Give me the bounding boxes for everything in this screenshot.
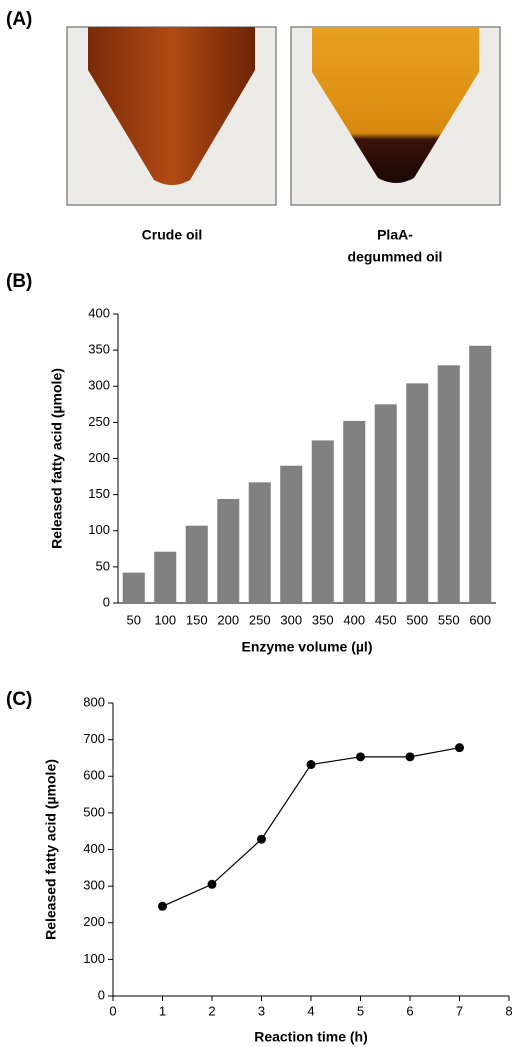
bar [280,465,303,603]
x-tick-label: 3 [258,1003,265,1018]
bar [185,525,208,603]
y-tick-label: 350 [88,342,110,357]
panel-label: (C) [6,689,32,710]
y-tick-label: 400 [83,841,105,856]
point [306,760,316,770]
bar [311,440,334,603]
x-tick-label: 5 [357,1003,364,1018]
x-tick-label: 450 [375,612,397,627]
y-tick-label: 300 [83,878,105,893]
x-tick-label: 550 [438,612,460,627]
x-tick-label: 400 [343,612,365,627]
x-axis-title: Reaction time (h) [254,1029,368,1045]
caption: PlaA- [377,227,413,243]
x-tick-label: 350 [312,612,334,627]
x-tick-label: 0 [109,1003,116,1018]
y-tick-label: 500 [83,804,105,819]
x-tick-label: 500 [406,612,428,627]
caption: degummed oil [348,249,443,265]
bar [122,572,145,603]
x-tick-label: 7 [456,1003,463,1018]
y-axis-title: Released fatty acid (µmole) [43,759,59,940]
line [162,747,460,907]
x-tick-label: 1 [159,1003,166,1018]
point [257,834,266,844]
y-tick-label: 600 [83,768,105,783]
tube-crude [88,27,255,185]
point [455,743,464,753]
panel-label: (A) [6,9,32,30]
x-tick-label: 100 [154,612,176,627]
y-tick-label: 400 [88,305,110,320]
y-tick-label: 200 [83,914,105,929]
point [356,752,365,762]
point [405,752,415,762]
y-tick-label: 250 [88,414,110,429]
y-tick-label: 0 [98,987,105,1002]
y-tick-label: 50 [96,558,110,573]
bar [406,383,429,603]
x-tick-label: 200 [217,612,239,627]
x-tick-label: 6 [406,1003,413,1018]
x-tick-label: 150 [186,612,208,627]
x-tick-label: 8 [505,1003,512,1018]
y-tick-label: 300 [88,378,110,393]
bar [217,498,240,603]
y-tick-label: 150 [88,486,110,501]
y-tick-label: 700 [83,731,105,746]
x-tick-label: 300 [280,612,302,627]
x-axis-title: Enzyme volume (µl) [242,639,373,655]
x-tick-label: 600 [469,612,491,627]
x-tick-label: 4 [307,1003,314,1018]
bar [248,482,271,603]
tube-degummed [312,27,479,183]
y-tick-label: 800 [83,694,105,709]
y-tick-label: 100 [83,951,105,966]
y-tick-label: 100 [88,522,110,537]
y-tick-label: 200 [88,450,110,465]
bar [469,345,492,603]
caption: Crude oil [142,227,203,243]
point [158,901,167,911]
panel-label: (B) [6,271,32,292]
bar [374,404,397,603]
bar [437,365,460,603]
x-tick-label: 50 [127,612,141,627]
bar [154,551,177,603]
x-tick-label: 250 [249,612,271,627]
x-tick-label: 2 [208,1003,215,1018]
point [207,879,217,889]
bar [343,420,366,603]
y-axis-title: Released fatty acid (µmole) [49,368,65,549]
y-tick-label: 0 [103,594,110,609]
